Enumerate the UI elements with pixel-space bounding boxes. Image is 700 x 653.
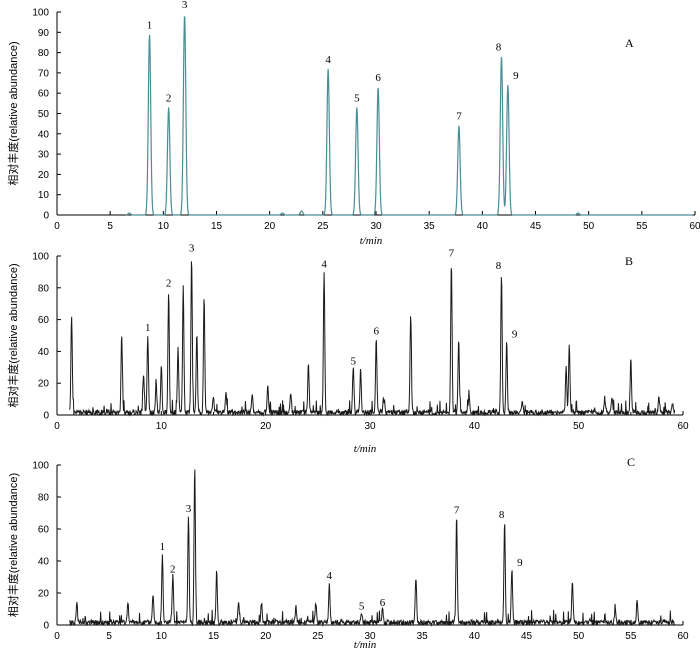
x-tick-label: 20 [264,221,276,232]
x-tick-label: 15 [211,221,223,232]
x-tick-label: 25 [317,221,329,232]
peak-label-6: 6 [374,325,380,337]
x-tick-label: 20 [260,421,272,432]
x-tick-label: 45 [530,221,542,232]
peak-label-8: 8 [496,260,502,272]
chromatogram-trace [69,469,676,627]
panel-b: 0 20 40 60 80 100 0 10 20 30 40 50 60 1 2 3 4 5 6 7 8 9 Bt/min… [6,243,689,455]
x-tick-label: 0 [54,421,60,432]
peak-label-6: 6 [375,72,381,84]
x-tick-label: 10 [156,421,168,432]
peak-label-9: 9 [517,557,523,569]
x-tick-label: 10 [156,631,168,642]
y-tick-label: 0 [43,621,49,632]
x-tick-label: 45 [521,631,533,642]
peak-label-4: 4 [327,570,333,582]
y-tick-label: 40 [38,347,50,358]
peak-label-3: 3 [189,243,195,255]
x-tick-label: 30 [364,631,376,642]
y-tick-label: 20 [38,170,50,181]
x-tick-label: 5 [107,221,113,232]
peak-label-2: 2 [166,278,172,290]
x-tick-label: 30 [364,421,376,432]
peak-label-3: 3 [182,0,188,11]
y-tick-label: 40 [38,129,50,140]
peak-label-9: 9 [512,328,518,340]
y-axis-label: 相对丰度(relative abundance) [6,41,20,185]
peak-label-7: 7 [449,247,455,259]
y-tick-label: 100 [32,252,49,263]
y-tick-label: 50 [38,109,50,120]
x-tick-label: 50 [573,421,585,432]
x-tick-label: 55 [636,221,648,232]
x-tick-label: 20 [260,631,272,642]
y-tick-label: 40 [38,557,50,568]
y-tick-label: 20 [38,379,50,390]
y-tick-label: 70 [38,68,50,79]
peak-label-2: 2 [170,564,176,576]
x-tick-label: 10 [158,221,170,232]
x-tick-label: 60 [677,631,689,642]
x-tick-label: 35 [417,631,429,642]
y-tick-label: 80 [38,48,50,59]
peak-label-5: 5 [351,355,357,367]
y-tick-label: 80 [38,493,50,504]
y-tick-label: 60 [38,89,50,100]
peak-label-1: 1 [145,322,151,334]
y-tick-label: 20 [38,589,50,600]
peak-label-7: 7 [454,504,460,516]
y-tick-label: 100 [32,8,49,19]
peak-label-5: 5 [359,600,365,612]
x-axis-label: t/min [354,443,377,455]
x-tick-label: 30 [370,221,382,232]
x-tick-label: 35 [424,221,436,232]
x-axis-label: t/min [360,235,383,247]
peak-label-4: 4 [321,258,327,270]
y-tick-label: 0 [43,211,49,222]
x-tick-label: 40 [469,631,481,642]
x-tick-label: 15 [208,631,220,642]
y-axis-label: 相对丰度(relative abundance) [6,473,20,617]
x-tick-label: 60 [677,421,689,432]
peak-label-1: 1 [160,541,166,553]
y-tick-label: 100 [32,461,49,472]
x-tick-label: 25 [312,631,324,642]
peak-label-9: 9 [513,70,519,82]
y-axis-label: 相对丰度(relative abundance) [6,263,20,407]
y-tick-label: 30 [38,150,50,161]
y-tick-label: 80 [38,283,50,294]
x-tick-label: 5 [106,631,112,642]
peak-label-1: 1 [147,19,153,31]
y-tick-label: 60 [38,525,50,536]
x-axis-label: t/min [354,639,377,651]
x-tick-label: 60 [689,221,700,232]
peak-label-6: 6 [380,597,386,609]
y-tick-label: 90 [38,28,50,39]
peak-label-7: 7 [456,111,462,123]
x-tick-label: 0 [54,631,60,642]
y-tick-label: 10 [38,190,50,201]
peak-label-3: 3 [186,503,192,515]
x-tick-label: 0 [54,221,60,232]
peak-label-4: 4 [325,54,331,66]
peak-label-2: 2 [166,92,172,104]
chromatogram-trace [126,16,693,216]
x-tick-label: 40 [477,221,489,232]
y-tick-label: 60 [38,315,50,326]
peak-label-8: 8 [499,509,505,521]
x-tick-label: 50 [583,221,595,232]
peak-label-8: 8 [496,42,502,54]
x-tick-label: 55 [625,631,637,642]
panel-letter: C [627,455,635,469]
y-tick-label: 0 [43,411,49,422]
panel-letter: A [625,36,634,50]
chromatogram-trace [69,261,676,417]
x-tick-label: 40 [469,421,481,432]
panel-letter: B [625,254,633,268]
x-tick-label: 50 [573,631,585,642]
peak-label-5: 5 [354,92,360,104]
